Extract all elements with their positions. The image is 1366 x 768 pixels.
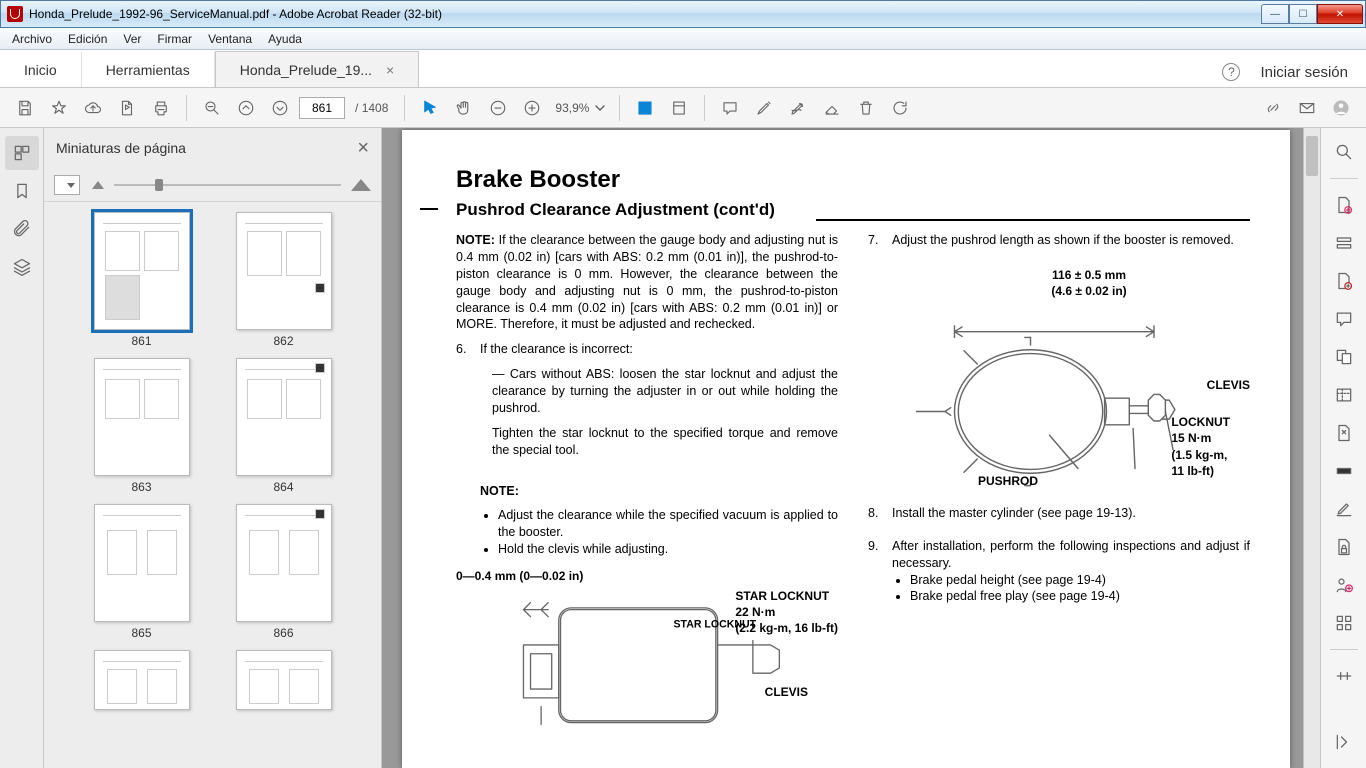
page-heading: Brake Booster <box>456 166 1250 194</box>
more-tools-icon[interactable] <box>1328 607 1360 639</box>
minimize-button[interactable]: — <box>1261 4 1289 24</box>
thumbnail-865[interactable]: 865 <box>94 504 190 640</box>
page-down-icon[interactable] <box>265 93 295 123</box>
create-pdf-icon[interactable] <box>1328 265 1360 297</box>
document-scrollbar[interactable] <box>1303 128 1320 768</box>
account-icon[interactable] <box>1326 93 1356 123</box>
rotate-icon[interactable] <box>885 93 915 123</box>
menu-file[interactable]: Archivo <box>4 30 60 48</box>
menu-view[interactable]: Ver <box>115 30 149 48</box>
comment-tool-icon[interactable] <box>1328 303 1360 335</box>
page-subheading: Pushrod Clearance Adjustment (cont'd) <box>450 200 781 220</box>
page-up-icon[interactable] <box>231 93 261 123</box>
cloud-upload-icon[interactable] <box>78 93 108 123</box>
figure-left: 0—0.4 mm (0—0.02 in) STAR LOCKNUT <box>456 568 838 718</box>
thumbnail-863[interactable]: 863 <box>94 358 190 494</box>
left-nav-rail <box>0 128 44 768</box>
thumbnail-861[interactable]: 861 <box>94 212 190 348</box>
menu-window[interactable]: Ventana <box>200 30 260 48</box>
collapse-rail-icon[interactable] <box>1328 726 1360 758</box>
main-area: Miniaturas de página × 861 862 <box>0 128 1366 768</box>
erase-icon[interactable] <box>817 93 847 123</box>
draw-icon[interactable] <box>783 93 813 123</box>
thumbnails-panel-icon[interactable] <box>5 136 39 170</box>
zoom-large-icon <box>351 179 371 191</box>
menu-sign[interactable]: Firmar <box>149 30 200 48</box>
zoom-out-find-icon[interactable] <box>197 93 227 123</box>
thumbnail-862[interactable]: 862 <box>236 212 332 348</box>
thumbnail-867[interactable] <box>94 650 190 710</box>
hand-pan-icon[interactable] <box>449 93 479 123</box>
bookmarks-panel-icon[interactable] <box>5 174 39 208</box>
fit-width-icon[interactable] <box>630 93 660 123</box>
zoom-out-icon[interactable] <box>483 93 513 123</box>
right-tools-rail <box>1320 128 1366 768</box>
redact-icon[interactable] <box>1328 455 1360 487</box>
thumbnails-options-icon[interactable] <box>54 175 80 195</box>
thumbnails-grid: 861 862 863 864 <box>44 202 381 768</box>
zoom-level[interactable]: 93,9% <box>551 101 609 115</box>
tab-tools[interactable]: Herramientas <box>82 52 215 87</box>
right-column: 7.Adjust the pushrod length as shown if … <box>868 232 1250 726</box>
link-share-icon[interactable] <box>1258 93 1288 123</box>
trash-icon[interactable] <box>851 93 881 123</box>
email-icon[interactable] <box>1292 93 1322 123</box>
document-viewer[interactable]: 861 Brake Booster Pushrod Clearance Adju… <box>382 128 1320 768</box>
tab-document[interactable]: Honda_Prelude_19... × <box>215 51 420 87</box>
figure-right: 116 ± 0.5 mm(4.6 ± 0.02 in) <box>868 267 1250 497</box>
thumbnail-864[interactable]: 864 <box>236 358 332 494</box>
compress-icon[interactable] <box>1328 417 1360 449</box>
edit-pdf-icon[interactable] <box>1328 227 1360 259</box>
page-number-input[interactable]: 861 <box>299 97 345 119</box>
menu-help[interactable]: Ayuda <box>260 30 310 48</box>
pdf-page: Brake Booster Pushrod Clearance Adjustme… <box>402 130 1290 768</box>
export-pdf-icon[interactable] <box>1328 189 1360 221</box>
maximize-button[interactable]: ☐ <box>1289 4 1317 24</box>
window-title: Honda_Prelude_1992-96_ServiceManual.pdf … <box>29 7 1261 21</box>
sign-in-link[interactable]: Iniciar sesión <box>1260 64 1348 81</box>
menubar: Archivo Edición Ver Firmar Ventana Ayuda <box>0 28 1366 50</box>
menu-edit[interactable]: Edición <box>60 30 115 48</box>
zoom-in-icon[interactable] <box>517 93 547 123</box>
combine-files-icon[interactable] <box>1328 341 1360 373</box>
request-signatures-icon[interactable] <box>1328 569 1360 601</box>
thumbnail-868[interactable] <box>236 650 332 710</box>
fill-sign-icon[interactable] <box>1328 493 1360 525</box>
thumbnail-size-slider[interactable] <box>92 179 371 191</box>
share-file-icon[interactable] <box>112 93 142 123</box>
selection-arrow-icon[interactable] <box>415 93 445 123</box>
protect-icon[interactable] <box>1328 531 1360 563</box>
star-icon[interactable] <box>44 93 74 123</box>
tab-document-label: Honda_Prelude_19... <box>240 62 372 78</box>
thumbnails-close-icon[interactable]: × <box>357 137 369 160</box>
search-tool-icon[interactable] <box>1328 136 1360 168</box>
tab-close-icon[interactable]: × <box>386 62 394 78</box>
tab-strip: Inicio Herramientas Honda_Prelude_19... … <box>0 50 1366 88</box>
tab-home[interactable]: Inicio <box>0 52 82 87</box>
organize-pages-icon[interactable] <box>1328 379 1360 411</box>
app-icon <box>7 6 23 22</box>
close-button[interactable]: ✕ <box>1317 4 1363 24</box>
left-column: NOTE: If the clearance between the gauge… <box>456 232 838 726</box>
attachments-panel-icon[interactable] <box>5 212 39 246</box>
thumbnails-toolbar <box>44 168 381 202</box>
thumbnail-866[interactable]: 866 <box>236 504 332 640</box>
highlight-icon[interactable] <box>749 93 779 123</box>
comment-icon[interactable] <box>715 93 745 123</box>
page-view-icon[interactable] <box>664 93 694 123</box>
zoom-small-icon <box>92 181 104 189</box>
window-controls: — ☐ ✕ <box>1261 4 1363 24</box>
page-total-label: / 1408 <box>349 101 394 115</box>
save-icon[interactable] <box>10 93 40 123</box>
help-icon[interactable]: ? <box>1222 63 1240 81</box>
layers-panel-icon[interactable] <box>5 250 39 284</box>
window-titlebar: Honda_Prelude_1992-96_ServiceManual.pdf … <box>0 0 1366 28</box>
toolbar: 861 / 1408 93,9% <box>0 88 1366 128</box>
convert-measure-icon[interactable] <box>1328 660 1360 692</box>
print-icon[interactable] <box>146 93 176 123</box>
thumbnails-title: Miniaturas de página <box>56 140 186 156</box>
thumbnails-panel: Miniaturas de página × 861 862 <box>44 128 382 768</box>
